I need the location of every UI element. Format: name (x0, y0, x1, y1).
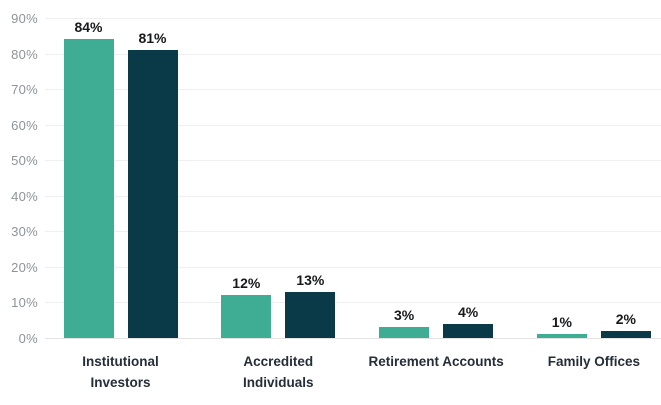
y-axis-tick-label: 50% (11, 153, 38, 169)
y-axis-tick-label: 90% (11, 11, 38, 26)
gridline (45, 195, 661, 197)
y-axis-tick-label: 20% (11, 259, 38, 275)
y-axis-tick-label: 40% (11, 188, 38, 204)
gridline (45, 266, 661, 268)
gridline (45, 124, 661, 126)
bar-value-label: 13% (296, 271, 325, 288)
x-axis-category-label: Institutional Investors (82, 354, 159, 390)
bar-teal-series-3 (536, 334, 587, 338)
y-axis-tick-label: 70% (11, 82, 38, 98)
bar-value-label: 4% (457, 303, 479, 320)
gridline (45, 160, 661, 162)
gridline (45, 338, 661, 339)
gridline (45, 53, 661, 55)
bar-value-label: 3% (393, 307, 415, 324)
bar-value-label: 84% (74, 19, 103, 36)
bar-value-label: 12% (232, 275, 261, 292)
bar-teal-series-2 (379, 327, 430, 338)
bar-value-label: 1% (551, 314, 572, 331)
bar-value-label: 81% (138, 30, 167, 46)
y-axis-tick-label: 30% (11, 224, 38, 240)
y-axis-tick-label: 60% (11, 117, 38, 133)
bar-navy-series-2 (443, 323, 494, 338)
bar-value-label: 2% (615, 310, 636, 327)
bar-teal-series-0 (63, 39, 114, 338)
bar-navy-series-3 (600, 330, 651, 338)
y-axis-tick-label: 0% (18, 331, 38, 346)
gridline (45, 231, 661, 233)
y-axis-tick-label: 10% (11, 295, 38, 311)
gridline (45, 302, 661, 304)
y-axis-tick-label: 80% (11, 46, 38, 62)
x-axis-category-label: Family Offices (547, 354, 641, 369)
gridline (45, 18, 661, 19)
bar-navy-series-1 (285, 291, 336, 338)
x-axis-category-label: Retirement Accounts (368, 354, 504, 369)
bar-navy-series-0 (127, 50, 178, 338)
x-axis-category-label: Accredited Individuals (243, 354, 314, 390)
gridline (45, 89, 661, 91)
bar-teal-series-1 (221, 295, 272, 338)
